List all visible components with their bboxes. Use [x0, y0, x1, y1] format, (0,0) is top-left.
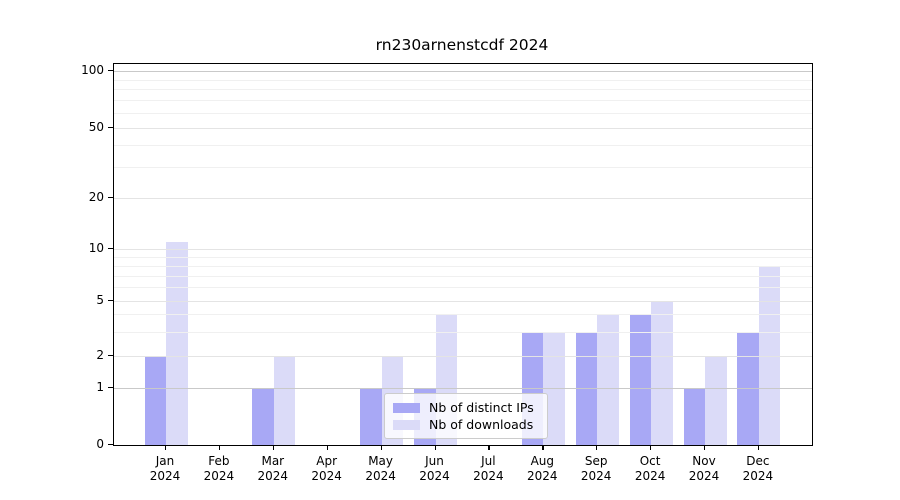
y-tick-label: 1: [96, 380, 104, 394]
y-tick-mark: [108, 127, 113, 129]
bar-downloads-dec: [758, 265, 781, 445]
chart-title: rn230arnenstcdf 2024: [375, 36, 549, 54]
x-tick-mark: [218, 445, 221, 450]
legend-item-distinct-ips: Nb of distinct IPs: [393, 399, 539, 415]
x-tick-mark: [650, 445, 652, 450]
y-tick-mark: [108, 387, 113, 389]
y-tick-label: 0: [96, 437, 104, 451]
bar-downloads-sep: [597, 314, 619, 445]
x-tick-mark: [757, 445, 760, 450]
bar-ips-oct: [629, 314, 652, 445]
legend-item-downloads: Nb of downloads: [393, 416, 539, 432]
legend-label-downloads: Nb of downloads: [429, 416, 534, 432]
bar-downloads-mar: [273, 356, 296, 445]
x-tick-mark: [165, 445, 167, 450]
x-tick-mark: [596, 445, 598, 450]
plot-area: Nb of distinct IPs Nb of downloads: [113, 63, 813, 446]
y-tick-mark: [108, 355, 113, 357]
y-tick-label: 5: [96, 293, 104, 307]
bar-ips-may: [360, 388, 382, 445]
x-tick-label: Jul 2024: [473, 454, 504, 483]
legend-label-distinct-ips: Nb of distinct IPs: [429, 399, 534, 415]
bar-ips-mar: [252, 388, 274, 445]
y-tick-label: 50: [88, 120, 104, 134]
x-tick-mark: [488, 445, 490, 450]
bar-downloads-jan: [166, 242, 188, 445]
y-tick-mark: [108, 70, 113, 72]
bar-ips-nov: [683, 388, 705, 445]
bar-downloads-oct: [651, 301, 673, 445]
legend: Nb of distinct IPs Nb of downloads: [384, 393, 548, 439]
x-tick-label: May 2024: [365, 454, 396, 483]
legend-swatch-distinct-ips: [393, 402, 420, 413]
x-tick-label: Nov 2024: [688, 454, 720, 483]
bars-layer: [114, 64, 812, 445]
bar-downloads-nov: [705, 356, 727, 445]
x-tick-label: Sep 2024: [580, 454, 612, 483]
x-tick-label: Oct 2024: [634, 454, 666, 483]
x-tick-label: Jan 2024: [149, 454, 181, 483]
x-tick-label: Aug 2024: [527, 454, 558, 483]
x-tick-label: Feb 2024: [203, 454, 235, 483]
y-tick-mark: [108, 300, 113, 302]
y-tick-label: 100: [81, 63, 104, 77]
x-tick-mark: [704, 445, 706, 450]
bar-ips-dec: [737, 331, 759, 445]
x-tick-mark: [326, 445, 328, 450]
y-tick-label: 10: [88, 241, 104, 255]
legend-swatch-downloads: [393, 419, 420, 430]
x-tick-mark: [434, 445, 436, 450]
x-tick-label: Dec 2024: [742, 454, 774, 483]
y-tick-label: 2: [96, 348, 104, 362]
x-tick-label: Apr 2024: [311, 454, 342, 483]
x-tick-mark: [380, 445, 382, 450]
x-tick-mark: [542, 445, 544, 450]
bar-ips-jan: [144, 356, 166, 445]
x-tick-label: Jun 2024: [419, 454, 450, 483]
y-tick-mark: [108, 248, 113, 250]
bar-ips-sep: [575, 331, 598, 445]
x-tick-label: Mar 2024: [257, 454, 289, 483]
y-tick-mark: [108, 197, 113, 199]
x-tick-mark: [272, 445, 275, 450]
y-tick-mark: [108, 444, 113, 446]
y-tick-label: 20: [88, 190, 104, 204]
